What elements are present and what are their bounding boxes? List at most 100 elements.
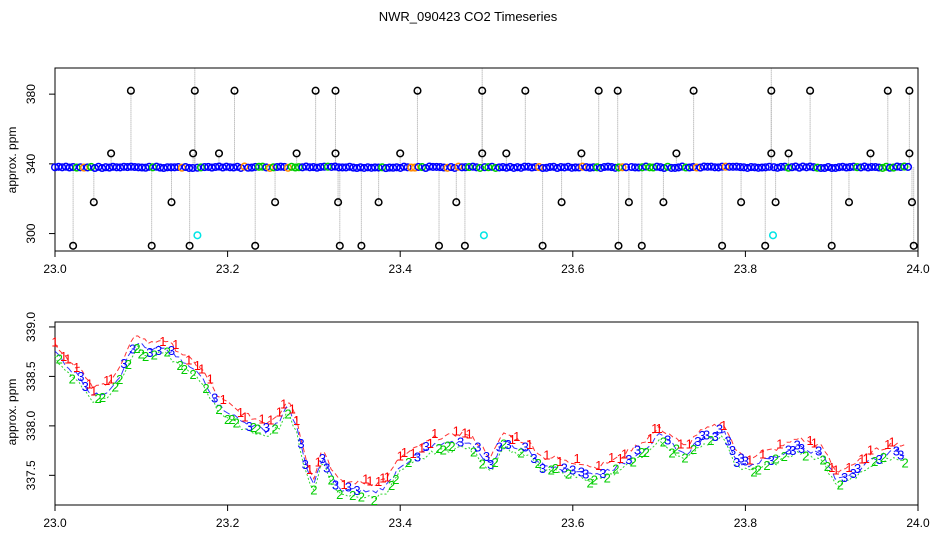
- point-label: 1: [198, 362, 205, 377]
- point-label: 3: [893, 444, 900, 459]
- point-label: 2: [125, 357, 132, 372]
- outlier-point: [107, 149, 116, 158]
- point-label: 2: [224, 412, 231, 427]
- baseline-point: [436, 163, 445, 172]
- point-label: 1: [608, 450, 615, 465]
- point-label: 2: [94, 391, 101, 406]
- baseline-point: [258, 162, 267, 171]
- point-label: 1: [858, 452, 865, 467]
- baseline-point: [736, 163, 745, 172]
- point-label: 2: [371, 493, 378, 508]
- outlier-point: [909, 241, 918, 250]
- point-label: 1: [759, 447, 766, 462]
- point-label: 3: [815, 443, 822, 458]
- point-label: 3: [625, 452, 632, 467]
- point-label: 1: [543, 448, 550, 463]
- baseline-point: [331, 162, 340, 171]
- outlier-point: [374, 198, 383, 207]
- point-label: 1: [375, 474, 382, 489]
- baseline-point: [809, 163, 818, 172]
- point-label: 2: [444, 439, 451, 454]
- point-label: 1: [64, 352, 71, 367]
- baseline-point: [806, 162, 815, 171]
- point-label: 3: [146, 345, 153, 360]
- baseline-point: [476, 163, 485, 172]
- baseline-point: [885, 163, 894, 172]
- point-label: 2: [440, 443, 447, 458]
- series-line-3: [54, 342, 905, 494]
- point-label: 2: [250, 420, 257, 435]
- point-label: 1: [401, 445, 408, 460]
- point-label: 2: [271, 421, 278, 436]
- baseline-point: [240, 162, 249, 171]
- baseline-point: [618, 163, 627, 172]
- outlier-point: [460, 241, 469, 250]
- point-label: 2: [707, 433, 714, 448]
- point-label: 1: [241, 409, 248, 424]
- point-label: 3: [487, 457, 494, 472]
- point-label: 1: [556, 454, 563, 469]
- baseline-point: [312, 163, 322, 172]
- point-label: 3: [841, 470, 848, 485]
- point-label: 2: [535, 456, 542, 471]
- outlier-point: [905, 86, 914, 95]
- point-label: 3: [703, 428, 710, 443]
- point-label: 3: [496, 440, 503, 455]
- point-label: 2: [479, 457, 486, 472]
- point-label: 1: [806, 433, 813, 448]
- baseline-point: [903, 162, 913, 171]
- outlier-point: [907, 198, 917, 207]
- point-label: 2: [491, 455, 498, 470]
- y-tick-label: 300: [24, 223, 38, 243]
- y-tick-label: 338.0: [24, 411, 38, 441]
- point-label: 1: [267, 413, 274, 428]
- outlier-point: [689, 86, 698, 95]
- point-label: 1: [863, 451, 870, 466]
- outlier-point: [185, 241, 194, 250]
- point-label: 3: [246, 419, 253, 434]
- baseline-point: [900, 162, 909, 171]
- point-label: 3: [599, 466, 606, 481]
- outlier-point: [167, 198, 176, 207]
- baseline-point: [421, 163, 430, 173]
- point-label: 1: [651, 421, 658, 436]
- point-label: 3: [733, 455, 740, 470]
- x-tick-label: 23.6: [561, 516, 585, 530]
- point-label: 1: [172, 337, 179, 352]
- point-label: 2: [824, 459, 831, 474]
- point-label: 3: [789, 443, 796, 458]
- point-label: 3: [768, 453, 775, 468]
- point-label: 2: [435, 441, 442, 456]
- point-label: 2: [405, 455, 412, 470]
- point-label: 1: [845, 460, 852, 475]
- point-label: 3: [522, 439, 529, 454]
- point-label: 2: [681, 450, 688, 465]
- point-label: 2: [548, 462, 555, 477]
- baseline-point: [882, 162, 891, 171]
- outlier-point: [557, 198, 566, 207]
- point-label: 1: [888, 434, 895, 449]
- point-label: 1: [103, 373, 110, 388]
- baseline-point: [531, 162, 540, 172]
- point-label: 3: [422, 439, 429, 454]
- outlier-point: [251, 241, 260, 250]
- point-label: 2: [871, 454, 878, 469]
- outlier-point: [335, 241, 344, 250]
- point-label: 3: [578, 465, 585, 480]
- point-label: 2: [673, 442, 680, 457]
- point-label: 1: [686, 437, 693, 452]
- baseline-point: [765, 162, 774, 171]
- point-label: 1: [379, 471, 386, 486]
- point-label: 3: [724, 434, 731, 449]
- baseline-point: [520, 162, 529, 171]
- point-label: 3: [569, 463, 576, 478]
- point-label: 3: [539, 461, 546, 476]
- point-label: 2: [630, 455, 637, 470]
- x-tick-label: 23.8: [734, 262, 758, 276]
- point-label: 1: [418, 441, 425, 456]
- point-label: 2: [750, 464, 757, 479]
- plot-frame: [54, 67, 919, 252]
- baseline-point: [652, 162, 661, 171]
- point-label: 1: [258, 412, 265, 427]
